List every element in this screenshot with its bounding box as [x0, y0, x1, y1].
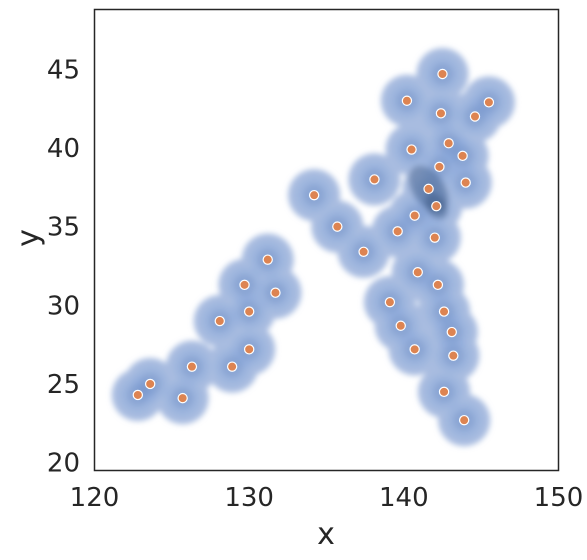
y-tick-label: 40 [47, 134, 80, 164]
data-point [435, 108, 447, 119]
data-point [437, 68, 448, 80]
x-tick-labels: 120 130 140 150 [70, 483, 584, 513]
x-tick-label: 120 [70, 483, 120, 513]
data-point [392, 226, 403, 237]
density-contours [111, 48, 515, 447]
data-point [483, 97, 495, 108]
x-tick-label: 140 [379, 483, 429, 513]
data-point [395, 320, 406, 331]
data-point [144, 378, 156, 390]
data-point [243, 306, 255, 317]
y-tick-label: 45 [47, 55, 80, 85]
data-point [458, 414, 470, 426]
data-point [132, 389, 144, 401]
y-tick-label: 35 [47, 213, 80, 243]
data-point [429, 232, 440, 243]
data-point [243, 344, 255, 355]
data-point [438, 306, 450, 317]
data-point [332, 221, 343, 232]
x-axis-label: x [317, 517, 335, 552]
y-axis-label: y [11, 229, 46, 247]
data-point [226, 361, 238, 372]
y-tick-label: 20 [47, 449, 80, 479]
data-point [438, 386, 450, 398]
data-point [446, 326, 457, 338]
data-point [412, 267, 423, 278]
data-point [409, 210, 420, 221]
x-tick-label: 130 [224, 483, 274, 513]
data-point [406, 144, 417, 155]
data-point [177, 392, 188, 404]
data-point [308, 189, 320, 201]
y-tick-label: 30 [47, 291, 80, 321]
plot-frame [93, 8, 560, 472]
data-point [384, 296, 396, 308]
y-tick-label: 25 [47, 370, 80, 400]
data-point [460, 177, 471, 188]
data-point [358, 246, 369, 258]
y-tick-labels: 20 25 30 35 40 45 [47, 55, 80, 478]
data-point [401, 95, 413, 106]
data-points [132, 68, 495, 426]
data-point [448, 350, 459, 361]
data-point [457, 150, 468, 162]
data-point [469, 111, 481, 122]
data-point [423, 183, 434, 195]
data-point [369, 174, 380, 185]
data-point [262, 254, 273, 265]
data-point [434, 161, 445, 173]
data-point [431, 200, 442, 212]
data-point [239, 279, 250, 291]
data-point [186, 361, 198, 372]
data-point [409, 344, 420, 355]
x-tick-label: 150 [534, 483, 584, 513]
data-point [432, 279, 444, 291]
data-point [270, 287, 281, 298]
data-point [443, 138, 454, 149]
data-point [214, 315, 225, 327]
